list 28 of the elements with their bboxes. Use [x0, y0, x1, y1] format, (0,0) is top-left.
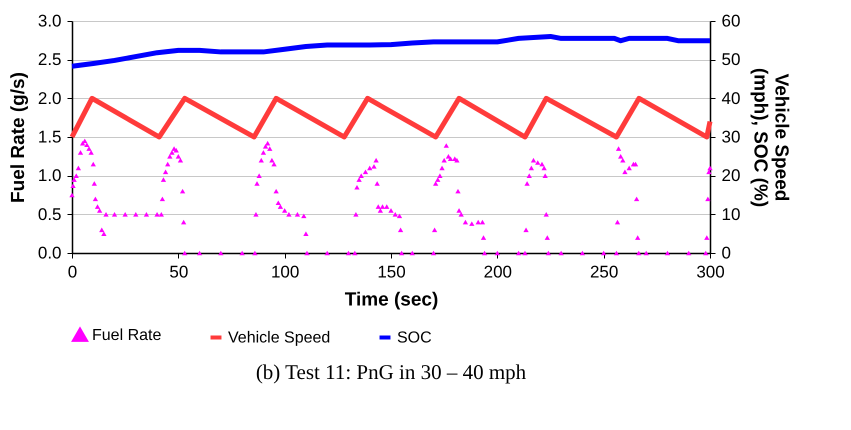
- x-tick-label: 300: [696, 262, 725, 282]
- y2-tick-label: 20: [722, 166, 740, 186]
- y2-tick-label: 30: [722, 128, 740, 146]
- y-tick-label: 1.5: [38, 128, 62, 146]
- text: (b) Test 11: PnG in 30 – 40 mph: [256, 360, 527, 384]
- y-tick-label: 0.0: [38, 244, 62, 262]
- legend-label: SOC: [397, 330, 432, 346]
- x-tick-label: 250: [590, 262, 618, 282]
- y-tick-label: 2.5: [38, 50, 62, 70]
- y2-tick-label: 0: [722, 244, 731, 262]
- y-tick-label: 0.5: [38, 204, 62, 224]
- legend-label: Fuel Rate: [92, 327, 162, 344]
- y2-axis-title: Vehicle Speed (mph), SOC (%): [749, 68, 792, 208]
- y-tick-label: 2.0: [38, 88, 62, 108]
- y2-tick-label: 60: [722, 12, 740, 30]
- x-tick-label: 50: [169, 262, 188, 282]
- y2-tick-label: 40: [722, 88, 740, 108]
- x-tick-label: 150: [377, 262, 406, 282]
- x-tick-label: 100: [270, 262, 300, 282]
- x-tick-label: 200: [484, 262, 512, 282]
- x-axis-title: Time (sec): [344, 290, 438, 310]
- y-tick-label: 3.0: [38, 12, 62, 30]
- x-tick-label: 0: [68, 262, 78, 282]
- legend-label: Vehicle Speed: [228, 330, 330, 346]
- y-axis-title: Fuel Rate (g/s): [8, 72, 29, 203]
- y-tick-label: 1.0: [38, 166, 62, 186]
- y2-tick-label: 10: [722, 204, 740, 224]
- y2-tick-label: 50: [722, 50, 740, 70]
